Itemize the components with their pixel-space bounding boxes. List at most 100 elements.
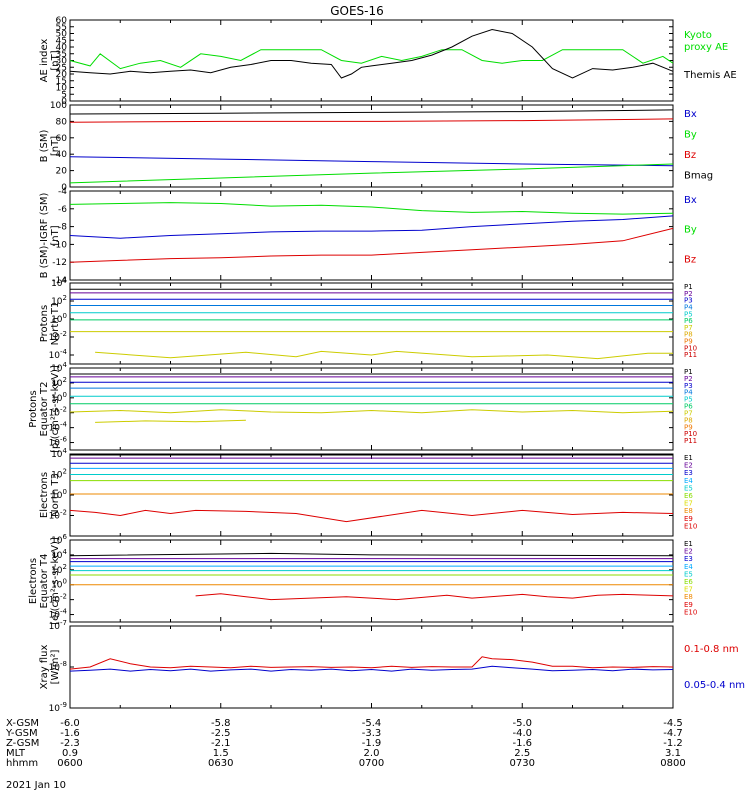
legend-entry: Kyoto — [684, 30, 712, 41]
legend-entry: Bz — [684, 254, 696, 265]
series-line-bx — [69, 156, 674, 167]
legend-entry: 0.05-0.4 nm — [684, 680, 745, 691]
y-tick-label: 102 — [51, 563, 67, 576]
panel-electrons_equator: 10-4 10-2 100 102 104 106 Electrons Equator T4[… — [28, 533, 697, 625]
y-tick-label: 10-2 — [49, 406, 67, 419]
legend-entry: P5 — [684, 396, 693, 404]
y-tick-label: 40 — [56, 150, 68, 160]
y-tick-label: 80 — [56, 117, 68, 127]
y-tick-label: 10-8 — [49, 660, 67, 673]
series-line-bz — [69, 227, 674, 263]
x-row-value: -4.7 — [663, 728, 683, 739]
y-tick-label: 50 — [56, 30, 68, 40]
y-tick-label: 45 — [56, 36, 67, 46]
y-axis-label: [W/m²] — [50, 649, 61, 684]
x-row-value: -1.6 — [512, 738, 532, 749]
series-line-e8 — [69, 509, 674, 523]
y-axis-label: [p/(cm²-s-sr-keV)] — [50, 365, 61, 453]
y-axis-label: B (SM) — [39, 129, 50, 162]
y-tick-label: 100 — [51, 391, 67, 404]
y-axis-label: Electrons — [39, 472, 50, 518]
legend-entry: By — [684, 130, 697, 141]
legend-entry: Bx — [684, 109, 697, 120]
x-row-value: 0800 — [660, 758, 685, 769]
y-tick-label: -4 — [58, 187, 67, 197]
legend-entry: P1 — [684, 368, 693, 376]
x-row-label: Z-GSM — [6, 738, 39, 749]
y-tick-label: 60 — [56, 16, 68, 26]
legend-entry: E3 — [684, 469, 693, 477]
legend-entry: P1 — [684, 283, 693, 291]
x-row-value: 0600 — [57, 758, 82, 769]
panel-protons_equator: 10-6 10-4 10-2 100 102 104 Protons Equator T2 [p… — [28, 361, 697, 453]
series-line-p8 — [95, 350, 673, 360]
y-tick-label: 100 — [51, 312, 67, 325]
y-tick-label: 30 — [56, 57, 68, 67]
legend-entry: P7 — [684, 324, 693, 332]
legend-entry: E2 — [684, 462, 693, 470]
legend-entry: P4 — [684, 389, 693, 397]
y-tick-label: 60 — [56, 134, 68, 144]
y-tick-label: 100 — [51, 488, 67, 501]
x-row-value: -4.5 — [663, 718, 683, 729]
legend-entry: P11 — [684, 351, 697, 359]
y-axis-label: Electrons — [28, 558, 39, 604]
x-row-value: 3.1 — [665, 748, 681, 759]
y-tick-label: -10 — [52, 240, 67, 250]
y-tick-label: -8 — [58, 223, 67, 233]
series-line-0-05-0-4-nm — [69, 665, 674, 672]
y-tick-label: 102 — [51, 468, 67, 481]
legend-entry: P8 — [684, 416, 693, 424]
legend-entry: proxy AE — [684, 42, 728, 53]
legend-entry: Bx — [684, 195, 697, 206]
y-tick-label: -12 — [52, 258, 67, 268]
y-tick-label: 10-9 — [49, 701, 67, 714]
legend-entry: E2 — [684, 548, 693, 556]
x-row-value: -1.2 — [663, 738, 683, 749]
y-tick-label: 10 — [56, 84, 68, 94]
series-line-by — [69, 202, 674, 215]
legend-entry: P10 — [684, 430, 697, 438]
legend-entry: E5 — [684, 484, 693, 492]
legend-entry: E7 — [684, 500, 693, 508]
y-axis-label: Equator T4 — [39, 554, 50, 609]
x-row-value: -5.0 — [512, 718, 532, 729]
y-axis-label: Equator T2 — [39, 382, 50, 437]
series-line-0-1-0-8-nm — [69, 656, 674, 670]
y-tick-label: 10-2 — [49, 509, 67, 522]
y-tick-label: -14 — [52, 276, 67, 286]
y-tick-label: 0 — [61, 97, 67, 107]
legend-entry: E10 — [684, 522, 697, 530]
panel-dbdiff: -14 -12 -10 -8 -6 -4 B (SM)-IGRF (SM) [nT] Bx By B… — [39, 187, 697, 286]
legend-entry: E1 — [684, 540, 693, 548]
y-axis-label: [nT] — [50, 136, 61, 156]
y-tick-label: 102 — [51, 294, 67, 307]
legend-entry: By — [684, 225, 697, 236]
legend-entry: E7 — [684, 586, 693, 594]
x-row-value: 0700 — [359, 758, 384, 769]
x-row-value: -5.4 — [362, 718, 382, 729]
legend-entry: Themis AE — [683, 70, 737, 81]
y-tick-label: 0 — [61, 183, 67, 193]
x-row-value: 0630 — [208, 758, 233, 769]
series-line-bmag — [69, 109, 674, 115]
figure-title: GOES-16 — [330, 4, 384, 18]
legend-entry: P11 — [684, 437, 697, 445]
y-axis-label: Protons — [28, 390, 39, 427]
legend-entry: Bmag — [684, 171, 713, 182]
legend-entry: E6 — [684, 578, 693, 586]
x-row-value: -5.8 — [211, 718, 231, 729]
legend-entry: E3 — [684, 555, 693, 563]
x-axis-block: X-GSM -6.0 -5.8 -5.4 -5.0 -4.5 Y-GSM -1.6 -2.5 -3… — [5, 718, 686, 769]
y-tick-label: 102 — [51, 376, 67, 389]
series-line-e1 — [69, 552, 674, 557]
x-row-value: -4.0 — [512, 728, 532, 739]
x-row-label: Y-GSM — [5, 728, 38, 739]
legend-entry: P8 — [684, 331, 693, 339]
y-axis-label: B (SM)-IGRF (SM) — [39, 193, 50, 279]
x-row-value: 0730 — [510, 758, 535, 769]
legend-entry: E8 — [684, 593, 693, 601]
y-tick-label: -6 — [58, 205, 67, 215]
